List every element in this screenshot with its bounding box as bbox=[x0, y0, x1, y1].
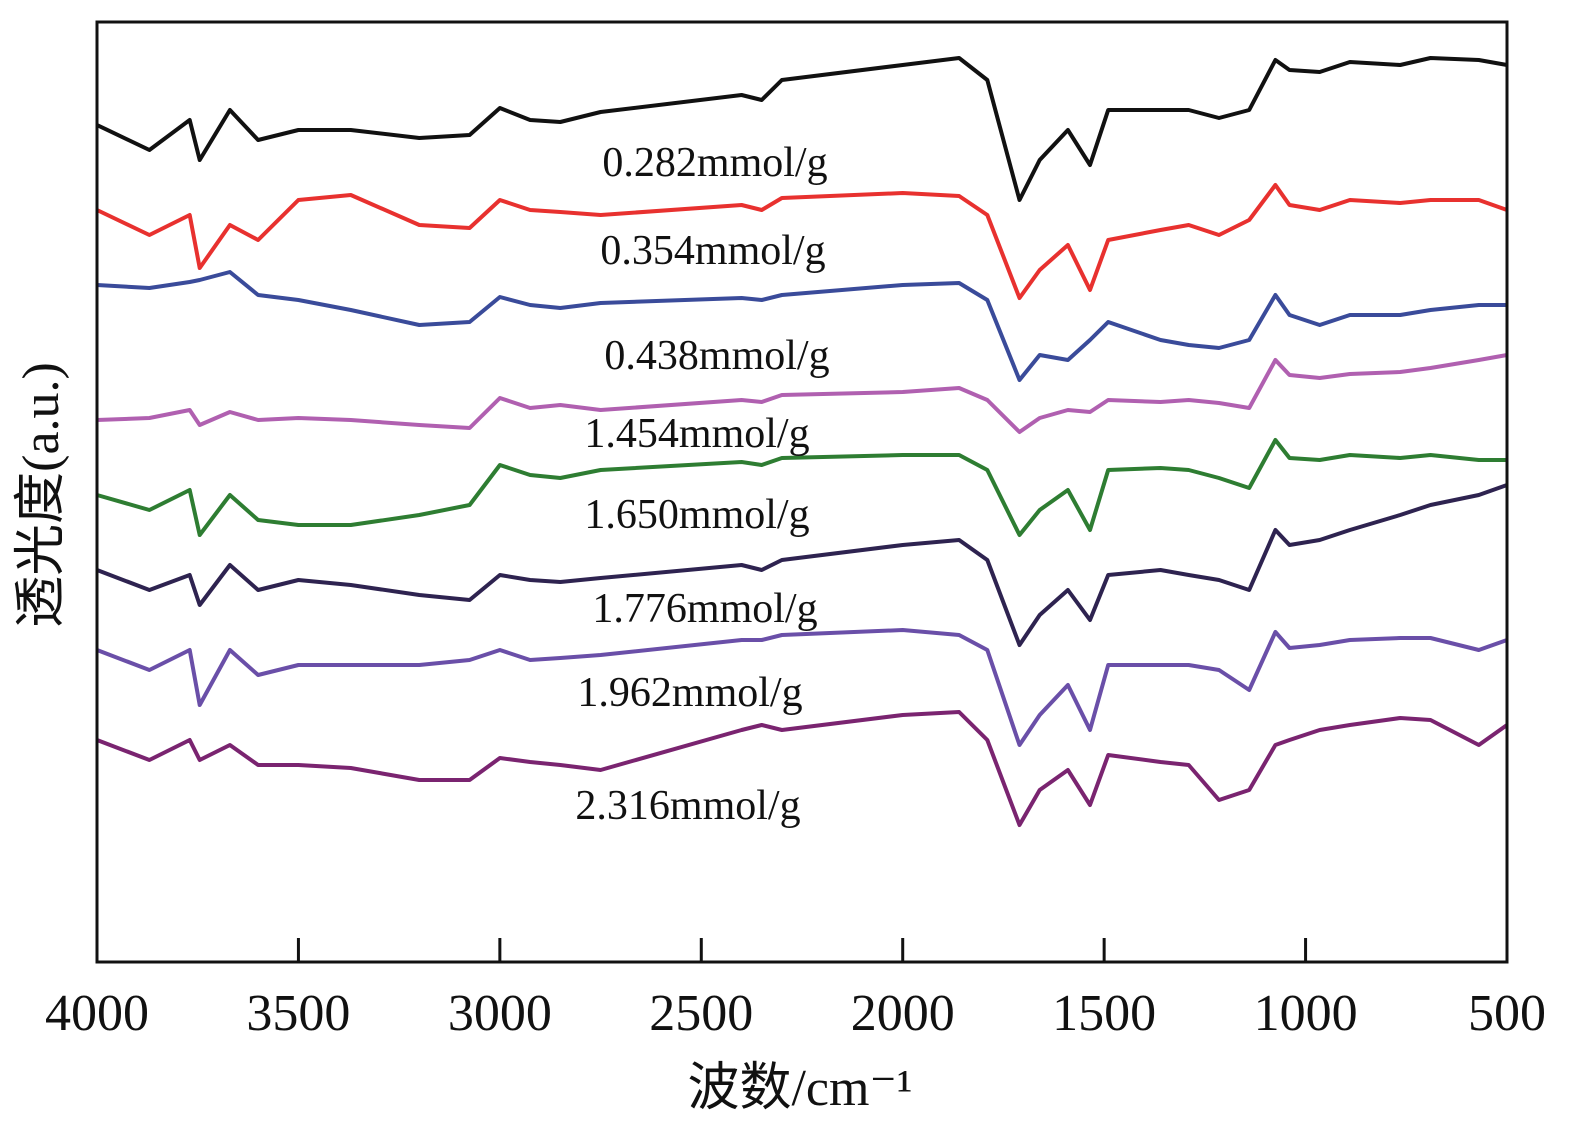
y-axis-title: 透光度(a.u.) bbox=[13, 362, 70, 628]
series-label-4: 1.454mmol/g bbox=[584, 411, 809, 457]
series-line-8 bbox=[96, 710, 1509, 827]
series-label-5: 1.650mmol/g bbox=[584, 492, 809, 538]
series-line-5 bbox=[96, 438, 1507, 537]
series-label-3: 0.438mmol/g bbox=[604, 333, 829, 379]
x-tick-label: 4000 bbox=[45, 985, 149, 1042]
series-line-1 bbox=[96, 56, 1508, 202]
x-tick-label: 2000 bbox=[851, 985, 955, 1042]
plot-frame bbox=[95, 20, 1509, 964]
series-label-1: 0.282mmol/g bbox=[602, 140, 827, 186]
series-line-3 bbox=[96, 270, 1507, 382]
x-tick-label: 1000 bbox=[1254, 985, 1358, 1042]
series-line-7 bbox=[96, 628, 1508, 747]
spectra-curves bbox=[96, 56, 1509, 827]
x-tick-label: 1500 bbox=[1052, 985, 1156, 1042]
x-tick-label: 3500 bbox=[246, 985, 350, 1042]
series-label-7: 1.962mmol/g bbox=[577, 670, 802, 716]
x-tick-label: 500 bbox=[1468, 985, 1546, 1042]
series-label-6: 1.776mmol/g bbox=[592, 586, 817, 632]
x-ticks: 4000 3500 3000 2500 2000 1500 1000 500 bbox=[45, 938, 1546, 1042]
series-line-4 bbox=[96, 353, 1508, 434]
series-label-8: 2.316mmol/g bbox=[575, 783, 800, 829]
x-tick-label: 2500 bbox=[649, 985, 753, 1042]
series-line-6 bbox=[96, 483, 1508, 647]
x-axis-title: 波数/cm⁻¹ bbox=[687, 1060, 912, 1117]
series-line-2 bbox=[96, 183, 1508, 300]
x-tick-label: 3000 bbox=[448, 985, 552, 1042]
series-label-2: 0.354mmol/g bbox=[600, 228, 825, 274]
series-labels: 0.282mmol/g 0.354mmol/g 0.438mmol/g 1.45… bbox=[575, 140, 829, 829]
